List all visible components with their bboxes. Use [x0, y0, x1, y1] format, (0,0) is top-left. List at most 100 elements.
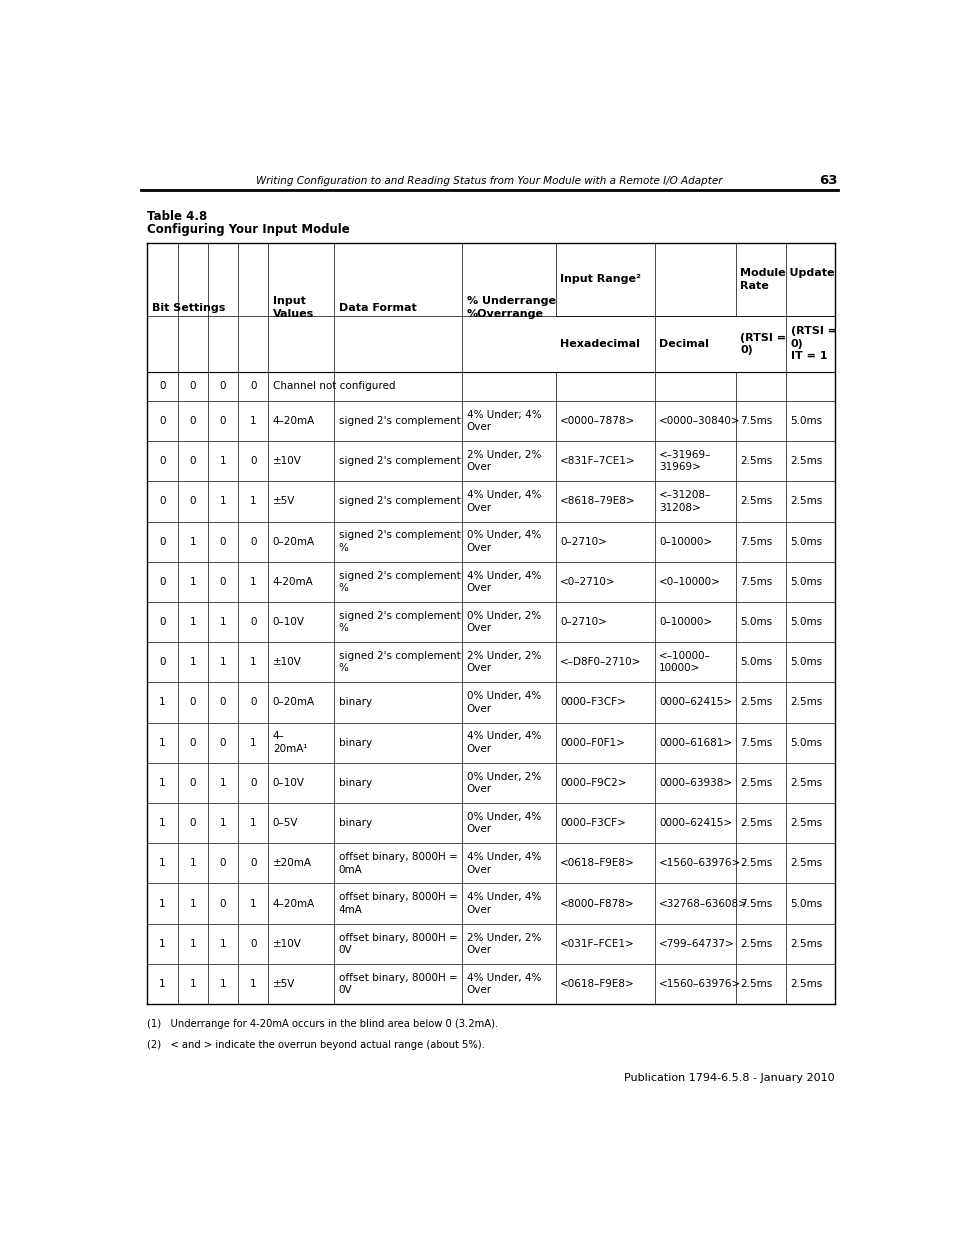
Text: 0–10000>: 0–10000> [659, 618, 712, 627]
Text: 1: 1 [159, 979, 166, 989]
Text: signed 2's complement
%: signed 2's complement % [338, 531, 460, 553]
Text: 0000–F0F1>: 0000–F0F1> [559, 737, 624, 747]
Text: 4% Under, 4%
Over: 4% Under, 4% Over [466, 852, 540, 874]
Text: 2.5ms: 2.5ms [740, 778, 772, 788]
Text: signed 2's complement
%: signed 2's complement % [338, 651, 460, 673]
Text: 0: 0 [190, 698, 195, 708]
Text: Module Update
Rate: Module Update Rate [740, 268, 834, 290]
Text: Table 4.8: Table 4.8 [147, 210, 208, 224]
Text: 4-20mA: 4-20mA [273, 577, 314, 587]
Text: 1: 1 [250, 416, 256, 426]
Text: 2.5ms: 2.5ms [740, 698, 772, 708]
Text: 0: 0 [250, 698, 256, 708]
Text: (2)   < and > indicate the overrun beyond actual range (about 5%).: (2) < and > indicate the overrun beyond … [147, 1040, 485, 1050]
Text: ±10V: ±10V [273, 939, 301, 948]
Text: <1560–63976>: <1560–63976> [659, 979, 740, 989]
Text: 5.0ms: 5.0ms [790, 737, 821, 747]
Text: Bit Settings: Bit Settings [152, 303, 225, 312]
Text: 1: 1 [250, 657, 256, 667]
Text: 0: 0 [219, 698, 226, 708]
Text: 0: 0 [159, 577, 166, 587]
Text: 1: 1 [219, 456, 226, 467]
Text: 7.5ms: 7.5ms [740, 737, 772, 747]
Text: signed 2's complement: signed 2's complement [338, 496, 460, 506]
Text: ±5V: ±5V [273, 496, 294, 506]
Text: offset binary, 8000H =
4mA: offset binary, 8000H = 4mA [338, 893, 457, 915]
Text: 4–
20mA¹: 4– 20mA¹ [273, 731, 307, 753]
Text: offset binary, 8000H =
0mA: offset binary, 8000H = 0mA [338, 852, 457, 874]
Text: 0: 0 [219, 416, 226, 426]
Text: 5.0ms: 5.0ms [790, 537, 821, 547]
Text: <831F–7CE1>: <831F–7CE1> [559, 456, 635, 467]
Text: 7.5ms: 7.5ms [740, 537, 772, 547]
Text: Configuring Your Input Module: Configuring Your Input Module [147, 224, 350, 236]
Text: (1)   Underrange for 4-20mA occurs in the blind area below 0 (3.2mA).: (1) Underrange for 4-20mA occurs in the … [147, 1019, 498, 1029]
Text: 0: 0 [190, 416, 195, 426]
Text: 1: 1 [159, 899, 166, 909]
Text: 1: 1 [190, 979, 195, 989]
Text: 0: 0 [250, 858, 256, 868]
Text: 2% Under, 2%
Over: 2% Under, 2% Over [466, 651, 540, 673]
Text: 0: 0 [219, 577, 226, 587]
Text: <–D8F0–2710>: <–D8F0–2710> [559, 657, 641, 667]
Text: 2.5ms: 2.5ms [790, 939, 821, 948]
Text: 2.5ms: 2.5ms [790, 979, 821, 989]
Text: 0: 0 [159, 618, 166, 627]
Text: <8618–79E8>: <8618–79E8> [559, 496, 635, 506]
Text: 1: 1 [159, 939, 166, 948]
Text: 0% Under, 4%
Over: 0% Under, 4% Over [466, 811, 540, 835]
Text: 1: 1 [190, 858, 195, 868]
Text: 2% Under, 2%
Over: 2% Under, 2% Over [466, 932, 540, 955]
Text: 1: 1 [219, 979, 226, 989]
Text: 2% Under, 2%
Over: 2% Under, 2% Over [466, 450, 540, 473]
Text: 0: 0 [219, 899, 226, 909]
Text: 0–20mA: 0–20mA [273, 698, 314, 708]
Text: <0000–7878>: <0000–7878> [559, 416, 635, 426]
Text: ±10V: ±10V [273, 657, 301, 667]
Text: binary: binary [338, 818, 372, 829]
Text: 0: 0 [159, 382, 166, 391]
Text: 0: 0 [159, 416, 166, 426]
Text: 5.0ms: 5.0ms [790, 657, 821, 667]
Text: 0000–63938>: 0000–63938> [659, 778, 732, 788]
Text: 0000–62415>: 0000–62415> [659, 698, 732, 708]
Text: <32768–63608>: <32768–63608> [659, 899, 747, 909]
Text: 0% Under, 4%
Over: 0% Under, 4% Over [466, 531, 540, 553]
Text: 0: 0 [159, 537, 166, 547]
Text: <0618–F9E8>: <0618–F9E8> [559, 858, 635, 868]
Text: 7.5ms: 7.5ms [740, 577, 772, 587]
Text: 4% Under, 4%
Over: 4% Under, 4% Over [466, 571, 540, 593]
Text: 0: 0 [159, 657, 166, 667]
Text: 1: 1 [159, 818, 166, 829]
Text: 0: 0 [190, 778, 195, 788]
Text: 1: 1 [190, 899, 195, 909]
Text: 2.5ms: 2.5ms [740, 939, 772, 948]
Text: 1: 1 [250, 979, 256, 989]
Text: 0% Under, 4%
Over: 0% Under, 4% Over [466, 692, 540, 714]
Text: Data Format: Data Format [338, 303, 416, 312]
Text: <8000–F878>: <8000–F878> [559, 899, 634, 909]
Text: Decimal: Decimal [659, 338, 708, 348]
Text: 4% Under, 4%
Over: 4% Under, 4% Over [466, 973, 540, 995]
Text: 0: 0 [250, 537, 256, 547]
Text: 2.5ms: 2.5ms [790, 818, 821, 829]
Text: ±5V: ±5V [273, 979, 294, 989]
Text: ±20mA: ±20mA [273, 858, 312, 868]
Text: 0% Under, 2%
Over: 0% Under, 2% Over [466, 772, 540, 794]
Text: 1: 1 [190, 537, 195, 547]
Text: 1: 1 [250, 899, 256, 909]
Text: 0–2710>: 0–2710> [559, 537, 606, 547]
Text: 0–10V: 0–10V [273, 618, 304, 627]
Text: 2.5ms: 2.5ms [790, 698, 821, 708]
Text: 1: 1 [190, 618, 195, 627]
Text: 0: 0 [250, 939, 256, 948]
Text: 1: 1 [219, 939, 226, 948]
Text: 2.5ms: 2.5ms [740, 979, 772, 989]
Text: signed 2's complement: signed 2's complement [338, 416, 460, 426]
Text: offset binary, 8000H =
0V: offset binary, 8000H = 0V [338, 932, 457, 955]
Text: 0: 0 [190, 382, 195, 391]
Text: 0000–62415>: 0000–62415> [659, 818, 732, 829]
Text: 0: 0 [219, 537, 226, 547]
Text: 0–20mA: 0–20mA [273, 537, 314, 547]
Text: 1: 1 [159, 698, 166, 708]
